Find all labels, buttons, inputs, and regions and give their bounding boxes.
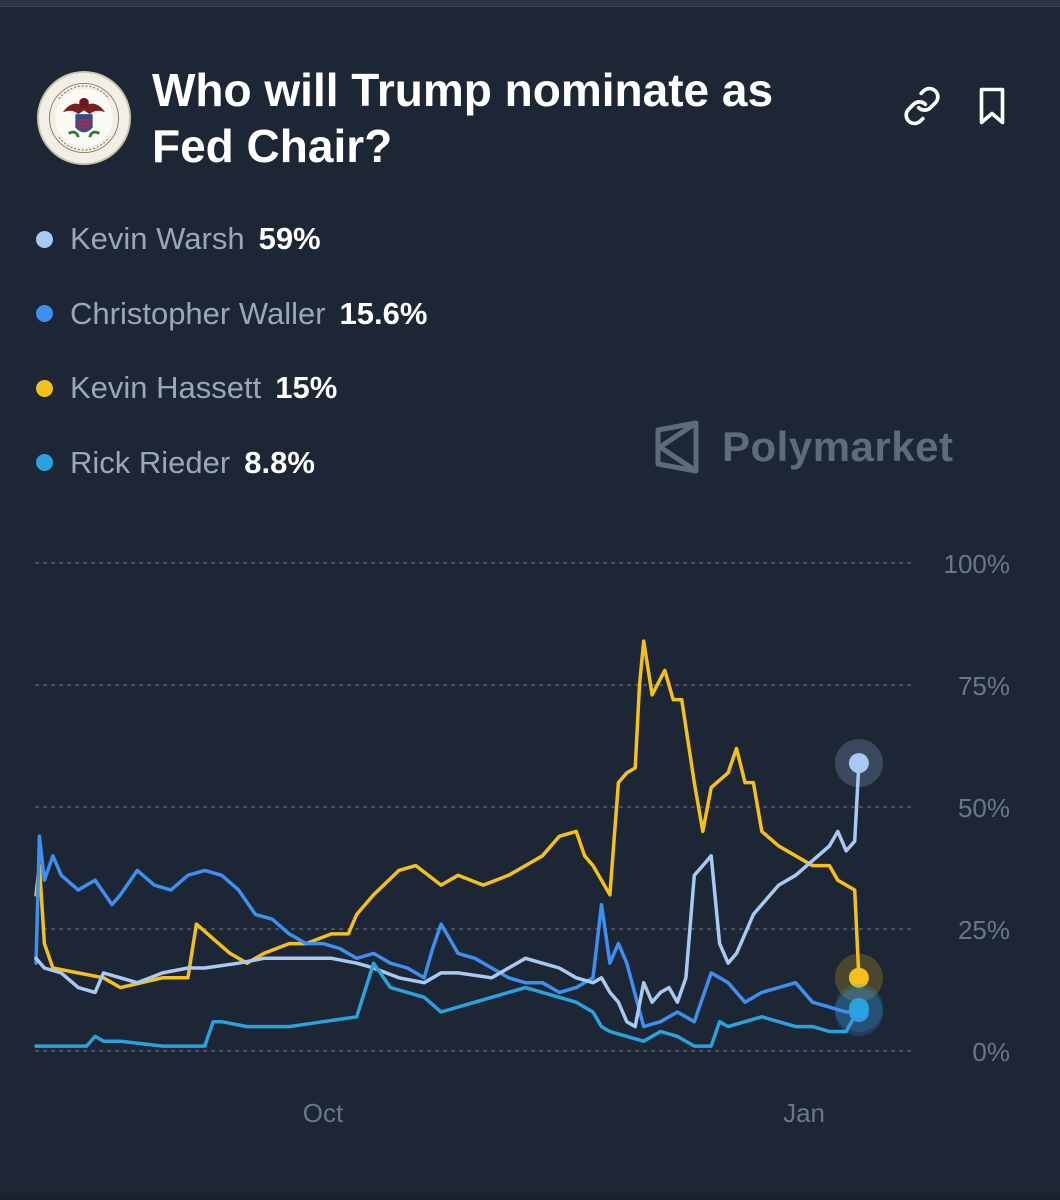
bookmark-button[interactable]	[972, 84, 1012, 128]
legend-item-christopher-waller[interactable]: Christopher Waller 15.6%	[36, 290, 427, 338]
polymarket-watermark: Polymarket	[654, 420, 953, 474]
link-icon	[904, 86, 940, 126]
bookmark-icon	[979, 87, 1005, 125]
endpoint-dot-rick-rieder	[848, 998, 869, 1019]
y-tick-label: 75%	[958, 671, 1010, 701]
legend-dot	[36, 454, 53, 471]
series-line-rick-rieder	[34, 961, 861, 1048]
legend-dot	[36, 379, 53, 397]
legend-dot	[36, 305, 53, 322]
series-line-kevin-warsh	[34, 761, 861, 1029]
x-tick-label: Jan	[783, 1098, 825, 1128]
legend-name: Rick Rieder	[70, 444, 231, 480]
series-line-christopher-waller	[34, 834, 861, 1029]
y-tick-label: 25%	[958, 915, 1010, 945]
market-title: Who will Trump nominate as Fed Chair?	[152, 64, 774, 172]
y-tick-label: 100%	[944, 549, 1011, 579]
legend-name: Kevin Warsh	[70, 221, 245, 256]
price-history-chart[interactable]: 0% 25% 50% 75% 100% Oct Jan	[0, 520, 1060, 1140]
watermark-text: Polymarket	[722, 423, 954, 470]
endpoint-dot-kevin-warsh	[848, 753, 869, 774]
endpoint-dot-kevin-hassett	[848, 967, 869, 988]
legend-name: Kevin Hassett	[70, 370, 262, 405]
legend-dot	[36, 230, 53, 248]
polymarket-logo-icon	[655, 420, 699, 474]
legend-value: 15%	[275, 370, 338, 405]
legend-name: Christopher Waller	[70, 295, 326, 331]
federal-reserve-seal-icon	[36, 70, 132, 166]
legend-item-kevin-hassett[interactable]: Kevin Hassett 15%	[36, 364, 427, 412]
series-line-kevin-hassett	[34, 639, 861, 990]
legend-value: 15.6%	[339, 295, 428, 331]
x-tick-label: Oct	[303, 1098, 344, 1128]
y-tick-label: 0%	[972, 1037, 1010, 1067]
legend-item-kevin-warsh[interactable]: Kevin Warsh 59%	[36, 215, 427, 263]
header-actions	[902, 84, 1012, 128]
market-header: Who will Trump nominate as Fed Chair?	[36, 62, 1026, 182]
legend-value: 59%	[258, 221, 321, 256]
bottom-edge	[0, 1194, 1060, 1200]
top-divider	[0, 0, 1060, 7]
copy-link-button[interactable]	[902, 84, 942, 128]
legend-item-rick-rieder[interactable]: Rick Rieder 8.8%	[36, 439, 427, 487]
legend-value: 8.8%	[244, 444, 315, 480]
outcome-legend: Kevin Warsh 59% Christopher Waller 15.6%…	[36, 215, 427, 513]
y-tick-label: 50%	[958, 793, 1010, 823]
